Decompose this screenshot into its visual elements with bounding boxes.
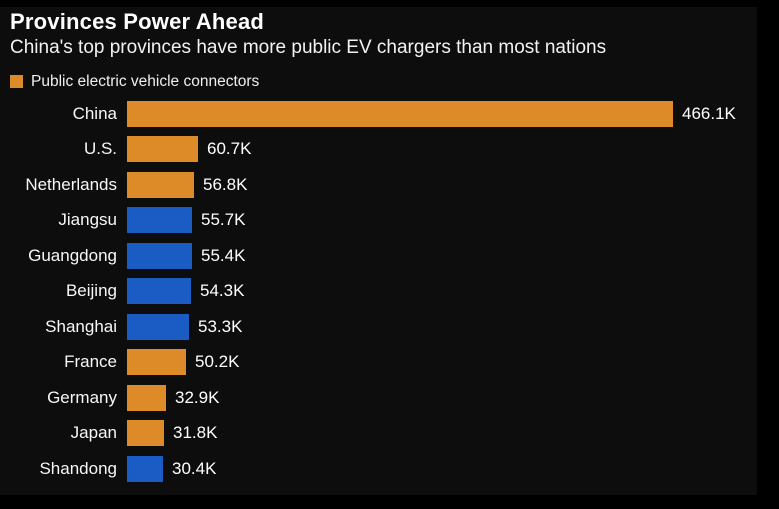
- bar-row: France 50.2K: [10, 345, 757, 381]
- bar-row: Germany 32.9K: [10, 380, 757, 416]
- value-label: 30.4K: [172, 458, 217, 478]
- bar: [127, 207, 192, 234]
- value-label: 56.8K: [203, 174, 248, 194]
- bar: [127, 171, 194, 198]
- bar-track: 54.3K: [127, 278, 757, 305]
- category-label: Netherlands: [25, 174, 117, 194]
- bar: [127, 420, 164, 447]
- bar-track: 30.4K: [127, 455, 757, 482]
- bar: [127, 384, 166, 411]
- bar-track: 53.3K: [127, 313, 757, 340]
- bar-track: 466.1K: [127, 100, 757, 127]
- bar-row: China 466.1K: [10, 96, 757, 132]
- footer-strip: [0, 495, 779, 509]
- bar-track: 50.2K: [127, 349, 757, 376]
- bar: [127, 136, 198, 163]
- value-label: 60.7K: [207, 139, 252, 159]
- bar-row: U.S. 60.7K: [10, 132, 757, 168]
- bar: [127, 100, 673, 127]
- value-label: 55.4K: [201, 245, 246, 265]
- value-label: 31.8K: [173, 423, 218, 443]
- bar: [127, 455, 163, 482]
- bar-track: 32.9K: [127, 384, 757, 411]
- value-label: 32.9K: [175, 387, 220, 407]
- legend: Public electric vehicle connectors: [10, 73, 757, 90]
- bar-track: 55.4K: [127, 242, 757, 269]
- category-label: U.S.: [83, 139, 117, 159]
- category-label: Guangdong: [28, 245, 117, 265]
- bar-row: Japan 31.8K: [10, 416, 757, 452]
- category-label: Germany: [47, 387, 117, 407]
- bar-row: Beijing 54.3K: [10, 274, 757, 310]
- bar-row: Netherlands 56.8K: [10, 167, 757, 203]
- category-label: France: [64, 352, 117, 372]
- category-label: Jiangsu: [58, 210, 117, 230]
- bar-track: 55.7K: [127, 207, 757, 234]
- value-label: 53.3K: [198, 316, 243, 336]
- value-label: 55.7K: [201, 210, 246, 230]
- bar-track: 31.8K: [127, 420, 757, 447]
- bar-track: 56.8K: [127, 171, 757, 198]
- bar-row: Guangdong 55.4K: [10, 238, 757, 274]
- value-label: 50.2K: [195, 352, 240, 372]
- bar-row: Shandong 30.4K: [10, 451, 757, 487]
- category-label: China: [72, 103, 117, 123]
- value-label: 466.1K: [682, 103, 736, 123]
- legend-label: Public electric vehicle connectors: [31, 72, 260, 90]
- chart-panel: Provinces Power Ahead China's top provin…: [0, 7, 757, 495]
- bar: [127, 278, 191, 305]
- bar: [127, 313, 189, 340]
- bar-track: 60.7K: [127, 136, 757, 163]
- category-label: Shanghai: [45, 316, 117, 336]
- value-label: 54.3K: [200, 281, 245, 301]
- bar-row: Jiangsu 55.7K: [10, 203, 757, 239]
- bar: [127, 349, 186, 376]
- chart-subtitle: China's top provinces have more public E…: [10, 37, 607, 58]
- legend-swatch-icon: [10, 75, 23, 88]
- category-label: Japan: [70, 423, 117, 443]
- bar-rows: China 466.1K U.S. 60.7K Netherlands 56.8K Jian…: [10, 96, 757, 487]
- bar: [127, 242, 192, 269]
- chart-title: Provinces Power Ahead: [10, 9, 265, 34]
- category-label: Shandong: [39, 458, 117, 478]
- category-label: Beijing: [65, 281, 117, 301]
- bar-row: Shanghai 53.3K: [10, 309, 757, 345]
